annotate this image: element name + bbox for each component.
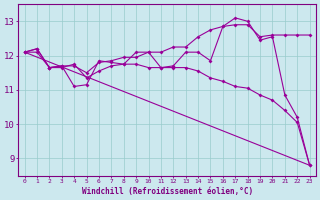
X-axis label: Windchill (Refroidissement éolien,°C): Windchill (Refroidissement éolien,°C) — [82, 187, 253, 196]
